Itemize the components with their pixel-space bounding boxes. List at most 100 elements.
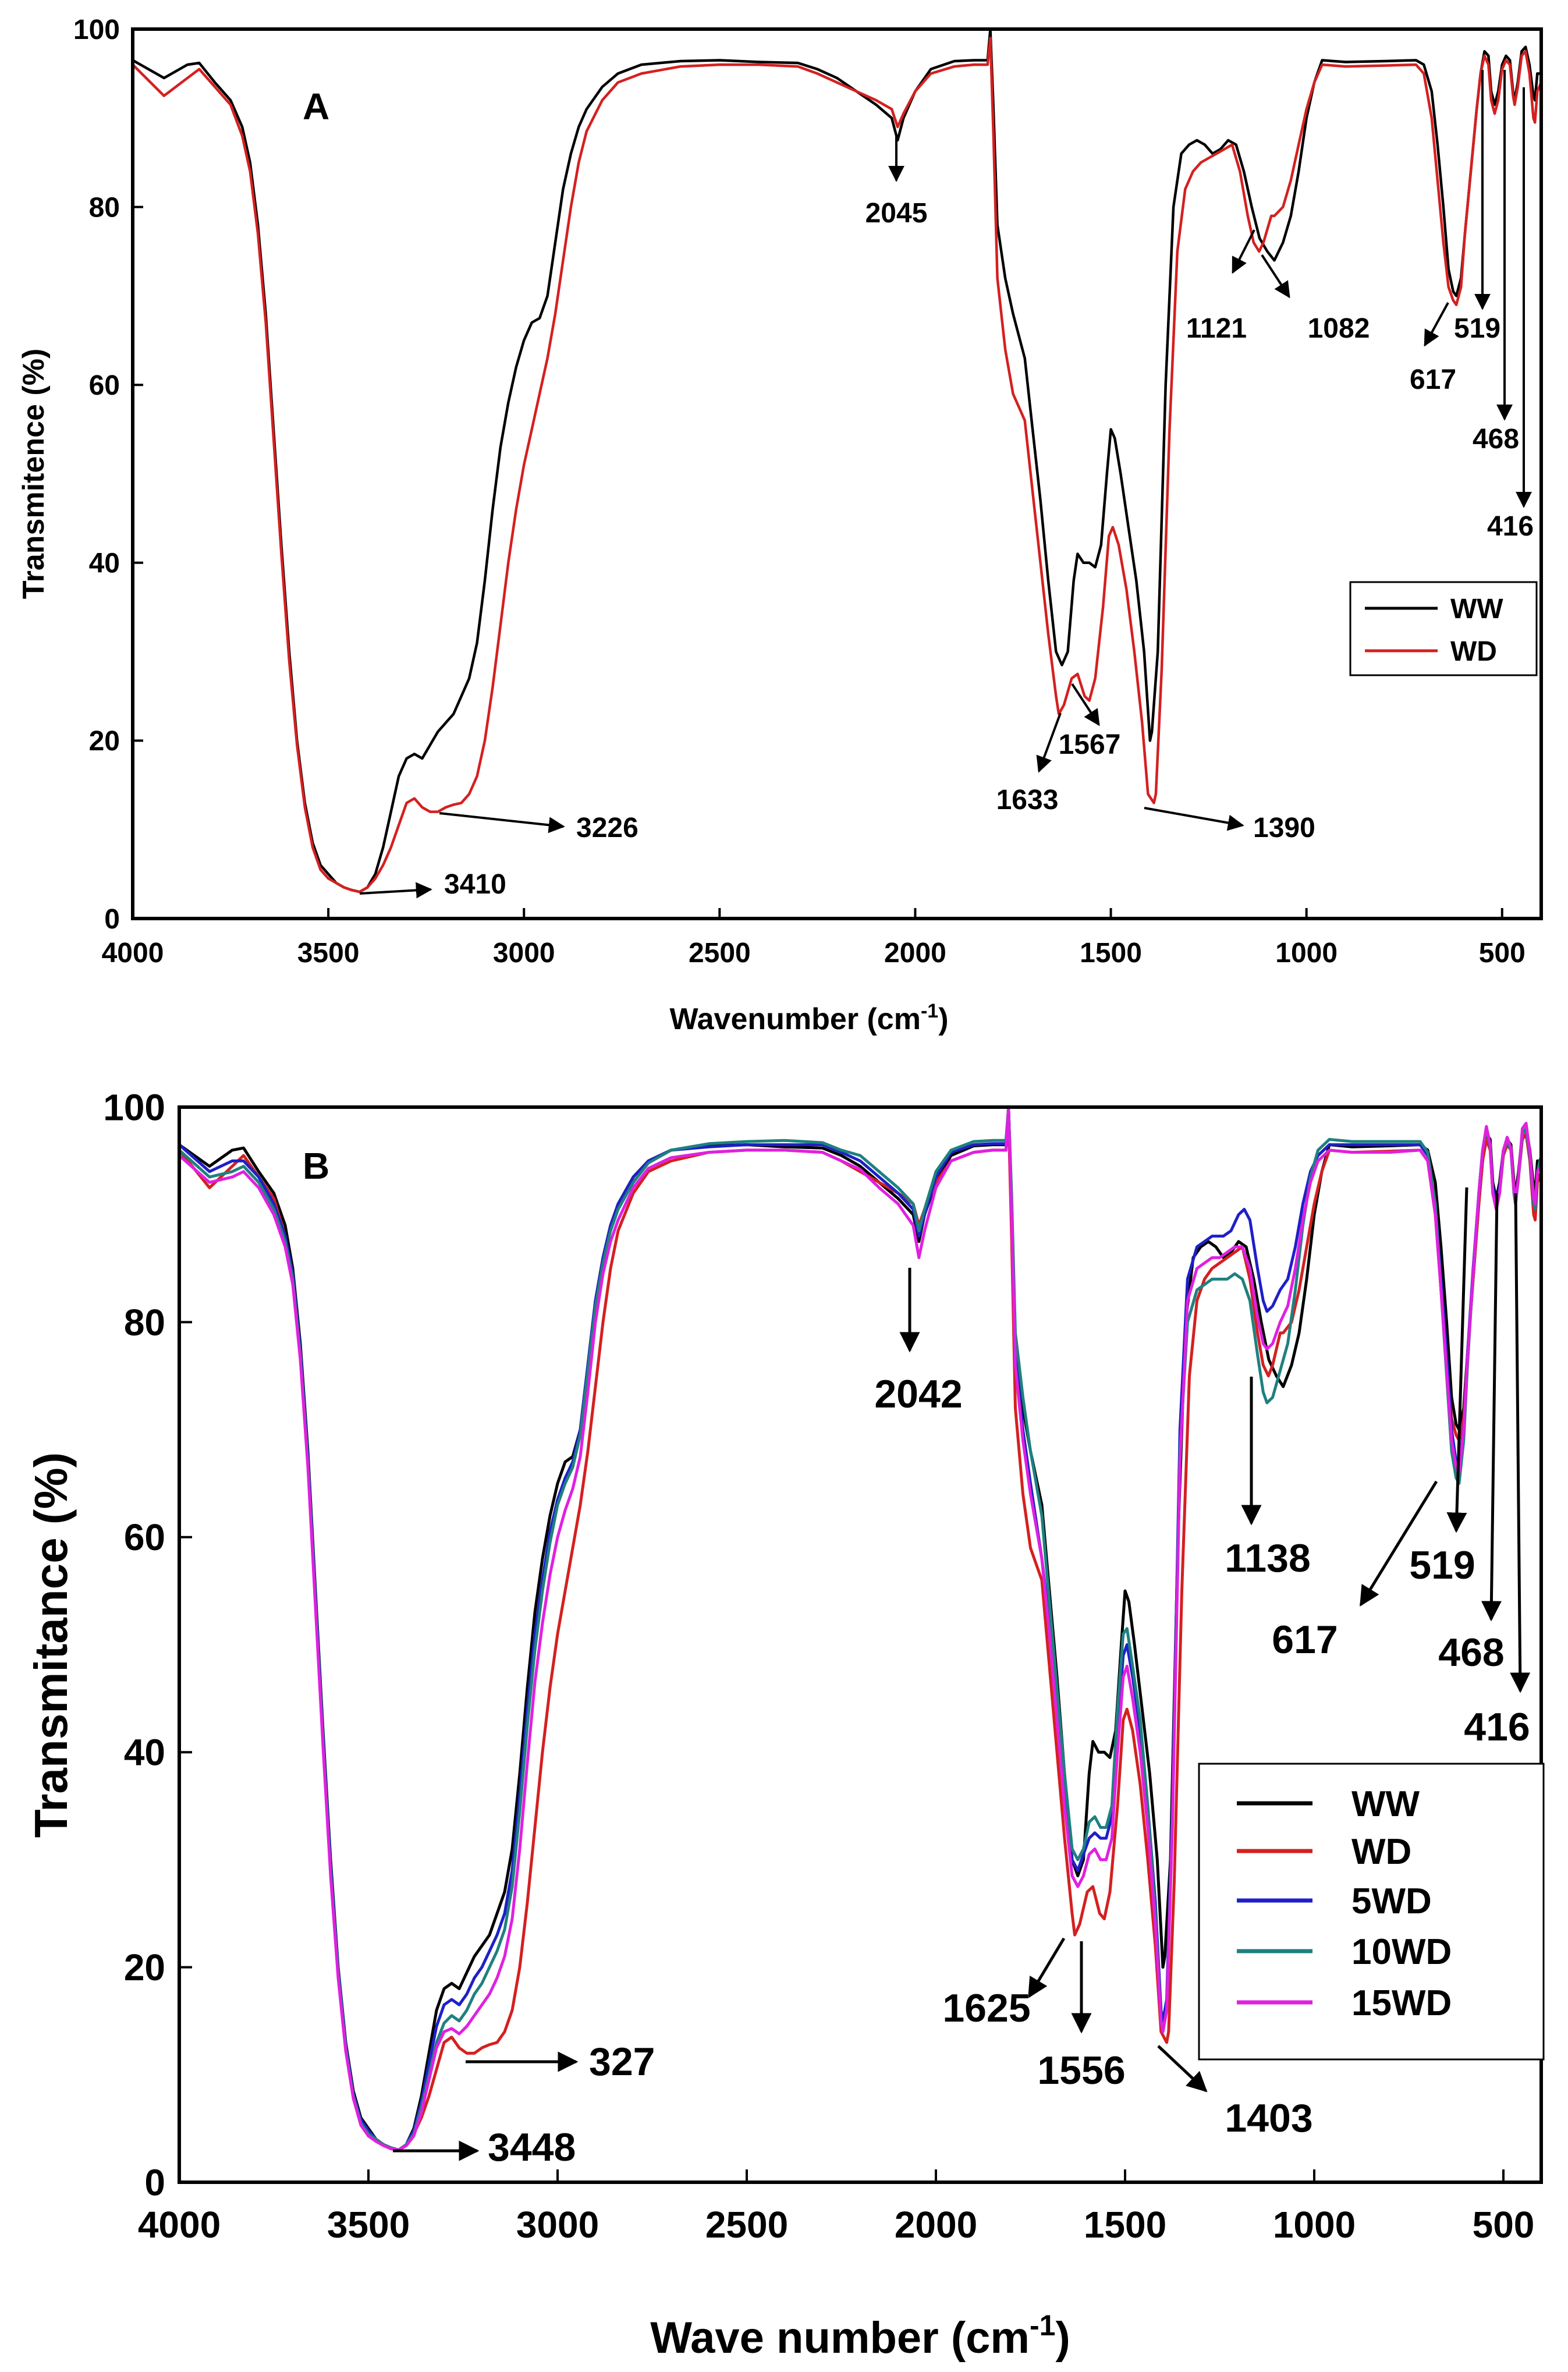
panel-a-ticks: 4000 3500 3000 2500 2000 1500 1000 500 0 20 40 60 80… bbox=[73, 15, 1526, 969]
panel-a-annotation-617: 617 bbox=[1410, 364, 1456, 395]
panel-a-y-tick-label-40: 40 bbox=[89, 548, 120, 579]
panel-b-annotation-416: 416 bbox=[1464, 1705, 1530, 1749]
panel-a-x-tick-label-1500: 1500 bbox=[1080, 938, 1142, 969]
panel-a-annotation-3226: 3226 bbox=[576, 813, 638, 843]
panel-a-x-tick-label-3000: 3000 bbox=[493, 938, 555, 969]
panel-b-series-15wd bbox=[178, 1105, 1543, 2152]
panel-a-y-axis-title: Transmitence (%) bbox=[17, 349, 51, 600]
panel-b-label: B bbox=[303, 1145, 329, 1187]
panel-a-annotation-519: 519 bbox=[1454, 313, 1500, 344]
panel-b-series-group bbox=[178, 1105, 1543, 2152]
panel-b-arrow-468 bbox=[1481, 1193, 1502, 1622]
panel-a-x-tick-label-2000: 2000 bbox=[884, 938, 946, 969]
panel-a-y-tick-label-60: 60 bbox=[89, 370, 120, 401]
panel-b-arrow-1625 bbox=[1027, 1937, 1066, 1999]
panel-b-annotation-1625: 1625 bbox=[942, 1986, 1030, 2030]
panel-a-arrow-617 bbox=[1424, 302, 1449, 347]
panel-a-annotation-1567: 1567 bbox=[1059, 729, 1121, 760]
panel-b-annotation-617: 617 bbox=[1272, 1618, 1338, 1662]
panel-b-annotation-2042: 2042 bbox=[874, 1372, 962, 1416]
panel-b-x-tick-label-1500: 1500 bbox=[1084, 2204, 1166, 2246]
panel-a-x-tick-label-3500: 3500 bbox=[297, 938, 360, 969]
panel-a-x-tick-label-4000: 4000 bbox=[102, 938, 164, 969]
panel-a-annotation-1633: 1633 bbox=[996, 785, 1059, 816]
panel-b-annotations: 3448 327 2042 1625 1556 1403 1138 617 51… bbox=[393, 1187, 1531, 2169]
panel-b-x-tick-label-3500: 3500 bbox=[327, 2204, 410, 2246]
panel-a-annotation-3410: 3410 bbox=[444, 869, 506, 900]
panel-b-annotation-1556: 1556 bbox=[1037, 2048, 1125, 2093]
panel-a-annotation-1390: 1390 bbox=[1253, 813, 1315, 843]
panel-a-annotation-1082: 1082 bbox=[1308, 313, 1370, 344]
panel-b-annotation-519: 519 bbox=[1409, 1543, 1475, 1587]
panel-a-arrow-1567 bbox=[1071, 683, 1100, 726]
panel-a-y-tick-label-100: 100 bbox=[73, 15, 120, 45]
panel-b-x-tick-label-2500: 2500 bbox=[705, 2204, 788, 2246]
panel-b-x-tick-label-4000: 4000 bbox=[138, 2204, 221, 2246]
panel-a-chart: 4000 3500 3000 2500 2000 1500 1000 500 0 20 40 60 80… bbox=[17, 15, 1543, 1036]
panel-a-x-tick-label-2500: 2500 bbox=[689, 938, 751, 969]
panel-b-x-axis-title-main: Wave number (cm bbox=[650, 2313, 1030, 2363]
panel-a-series-wd bbox=[131, 37, 1543, 894]
panel-a-arrow-1390 bbox=[1144, 807, 1244, 831]
panel-b-legend-label-ww: WW bbox=[1351, 1784, 1420, 1824]
panel-b-annotation-3448: 3448 bbox=[488, 2125, 576, 2169]
panel-b-y-tick-label-100: 100 bbox=[103, 1086, 165, 1128]
panel-a-label: A bbox=[303, 86, 329, 127]
panel-b-arrow-1403 bbox=[1157, 2045, 1208, 2093]
panel-b-x-axis-title-tail: ) bbox=[1055, 2313, 1070, 2363]
panel-a-x-tick-label-1000: 1000 bbox=[1275, 938, 1338, 969]
panel-b-y-tick-label-60: 60 bbox=[124, 1516, 165, 1558]
panel-b-arrow-617 bbox=[1359, 1480, 1438, 1607]
panel-a-annotation-416: 416 bbox=[1487, 511, 1534, 542]
panel-b-x-axis-title-sup: -1 bbox=[1030, 2309, 1055, 2342]
panel-b-annotation-1403: 1403 bbox=[1225, 2096, 1312, 2140]
panel-a-series-group bbox=[131, 27, 1543, 894]
panel-a-arrow-1633 bbox=[1036, 712, 1062, 773]
panel-b-arrow-416 bbox=[1510, 1193, 1531, 1693]
panel-a-annotation-468: 468 bbox=[1473, 424, 1519, 455]
panel-b-annotation-1138: 1138 bbox=[1225, 1536, 1311, 1580]
panel-a-annotations: 3410 3226 2045 1633 1567 1390 1121 1082 … bbox=[359, 70, 1534, 900]
panel-a-arrow-1121 bbox=[1232, 229, 1255, 274]
panel-b-legend: WW WD 5WD 10WD 15WD bbox=[1198, 1763, 1545, 2061]
panel-a-legend: WW WD bbox=[1349, 581, 1538, 676]
panel-b-arrow-519 bbox=[1446, 1187, 1468, 1533]
panel-a-plot-frame bbox=[131, 27, 1543, 920]
panel-b-annotation-468: 468 bbox=[1438, 1630, 1504, 1675]
panel-a-legend-box bbox=[1349, 581, 1538, 676]
panel-a-legend-label-ww: WW bbox=[1450, 594, 1503, 625]
panel-a-arrow-3226 bbox=[439, 812, 565, 834]
panel-b-legend-label-10wd: 10WD bbox=[1351, 1932, 1452, 1972]
panel-b-plot-frame bbox=[178, 1105, 1543, 2184]
panel-a-y-tick-label-20: 20 bbox=[89, 726, 120, 757]
panel-b-x-tick-label-1000: 1000 bbox=[1273, 2204, 1356, 2246]
panel-a-x-tick-label-500: 500 bbox=[1479, 938, 1526, 969]
panel-b-y-tick-label-0: 0 bbox=[144, 2161, 165, 2203]
panel-a-series-ww bbox=[131, 27, 1543, 894]
panel-b-chart: 4000 3500 3000 2500 2000 1500 1000 500 0 20 40 60 80… bbox=[25, 1086, 1545, 2363]
panel-b-y-axis-title: Transmitance (%) bbox=[25, 1452, 77, 1838]
panel-b-legend-label-wd: WD bbox=[1351, 1832, 1411, 1872]
panel-a-annotation-2045: 2045 bbox=[865, 198, 928, 229]
panel-b-x-tick-label-3000: 3000 bbox=[516, 2204, 599, 2246]
panel-a-x-axis-title: Wavenumber (cm-1) bbox=[669, 1000, 948, 1036]
panel-a-arrow-3410 bbox=[359, 882, 432, 899]
panel-b-x-tick-label-2000: 2000 bbox=[895, 2204, 977, 2246]
panel-a-annotation-1121: 1121 bbox=[1186, 313, 1247, 344]
panel-b-legend-label-15wd: 15WD bbox=[1351, 1983, 1452, 2023]
panel-a-legend-label-wd: WD bbox=[1450, 636, 1497, 667]
panel-b-y-tick-label-40: 40 bbox=[124, 1732, 165, 1774]
panel-b-annotation-327: 327 bbox=[589, 2040, 655, 2084]
panel-b-legend-box bbox=[1198, 1763, 1545, 2061]
panel-b-x-axis-title: Wave number (cm-1) bbox=[650, 2309, 1070, 2363]
panel-a-arrow-1082 bbox=[1261, 254, 1290, 299]
panel-a-y-tick-label-80: 80 bbox=[89, 192, 120, 223]
panel-a-x-axis-title-tail: ) bbox=[938, 1002, 948, 1036]
panel-b-y-tick-label-80: 80 bbox=[124, 1302, 165, 1343]
panel-a-x-axis-title-sup: -1 bbox=[921, 1000, 938, 1022]
panel-b-x-tick-label-500: 500 bbox=[1473, 2204, 1535, 2246]
panel-b-y-tick-label-20: 20 bbox=[124, 1946, 165, 1988]
panel-a-x-axis-title-main: Wavenumber (cm bbox=[669, 1002, 921, 1036]
panel-a-y-tick-label-0: 0 bbox=[104, 904, 120, 935]
